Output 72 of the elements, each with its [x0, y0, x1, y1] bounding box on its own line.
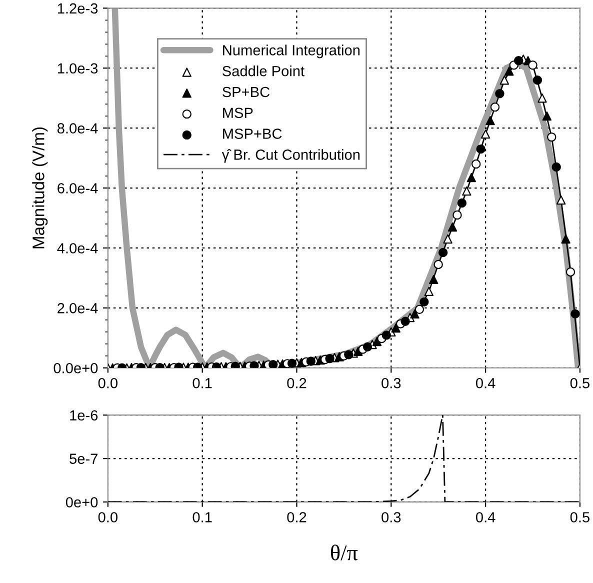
- point: [538, 93, 547, 103]
- point: [400, 316, 410, 326]
- point: [472, 159, 481, 169]
- point: [452, 210, 462, 220]
- y-tick-label: 8.0e-4: [57, 123, 98, 134]
- point: [466, 172, 476, 182]
- point: [561, 234, 570, 244]
- legend-label: Saddle Point: [222, 66, 304, 76]
- y-tick-label: 1.0e-3: [58, 63, 98, 74]
- x-tick-label: 0.5: [570, 378, 590, 388]
- x-tick-label: 0.5: [570, 512, 590, 522]
- y-tick-label: 6.0e-4: [58, 183, 98, 194]
- y-tick-label: 1e-6: [70, 410, 98, 421]
- y-tick-label: 2.0e-4: [58, 303, 98, 314]
- point: [542, 111, 552, 121]
- point: [514, 56, 524, 66]
- point: [268, 360, 278, 368]
- y-axis-title: Magnitude (V/m): [32, 127, 48, 248]
- point: [528, 60, 538, 70]
- point: [250, 361, 259, 368]
- point: [462, 186, 472, 196]
- legend-label: SP+BC: [222, 86, 270, 98]
- point: [556, 195, 566, 205]
- point: [570, 309, 580, 319]
- point: [420, 297, 429, 307]
- x-tick-label: 0.0: [98, 378, 118, 388]
- point: [443, 234, 452, 244]
- point: [448, 222, 458, 232]
- point: [476, 144, 486, 154]
- point: [391, 323, 400, 333]
- x-tick-label: 0.4: [476, 512, 496, 522]
- y-tick-label: 0.0e+0: [54, 362, 98, 374]
- legend-label: MSP: [223, 108, 253, 118]
- point: [410, 309, 420, 319]
- point: [438, 248, 448, 258]
- point: [495, 88, 504, 98]
- x-axis-title: θ/π: [330, 544, 358, 560]
- point: [547, 132, 556, 142]
- y-tick-label: 4.0e-4: [57, 243, 98, 254]
- x-tick-label: 0.3: [382, 378, 401, 388]
- point: [424, 286, 434, 296]
- legend-label: Numerical Integration: [223, 44, 360, 58]
- point: [382, 330, 392, 340]
- x-tick-label: 0.4: [476, 378, 496, 388]
- y-tick-label: 0e+0: [66, 497, 98, 508]
- point: [500, 76, 510, 85]
- x-tick-label: 0.2: [287, 378, 306, 388]
- x-tick-label: 0.3: [382, 512, 401, 522]
- point: [434, 260, 443, 270]
- y-tick-label: 1.2e-3: [58, 3, 98, 14]
- point: [306, 356, 316, 366]
- y-tick-label: 5e-7: [70, 454, 98, 464]
- legend-label: MSP+BC: [223, 128, 282, 139]
- x-tick-label: 0.2: [287, 512, 306, 522]
- point: [486, 116, 495, 126]
- point: [480, 129, 490, 139]
- x-tick-label: 0.1: [192, 512, 212, 522]
- point: [532, 76, 542, 85]
- point: [566, 267, 576, 277]
- point: [287, 358, 297, 368]
- x-tick-label: 0.1: [192, 378, 212, 388]
- text: γ̂ Br. Cut Contribution: [222, 149, 360, 163]
- point: [344, 350, 354, 360]
- point: [552, 162, 561, 172]
- point: [457, 198, 467, 208]
- point: [429, 274, 438, 284]
- point: [362, 342, 372, 352]
- point: [490, 102, 500, 112]
- point: [414, 304, 424, 314]
- point: [325, 354, 334, 364]
- point: [504, 66, 514, 76]
- x-tick-label: 0.0: [98, 512, 118, 522]
